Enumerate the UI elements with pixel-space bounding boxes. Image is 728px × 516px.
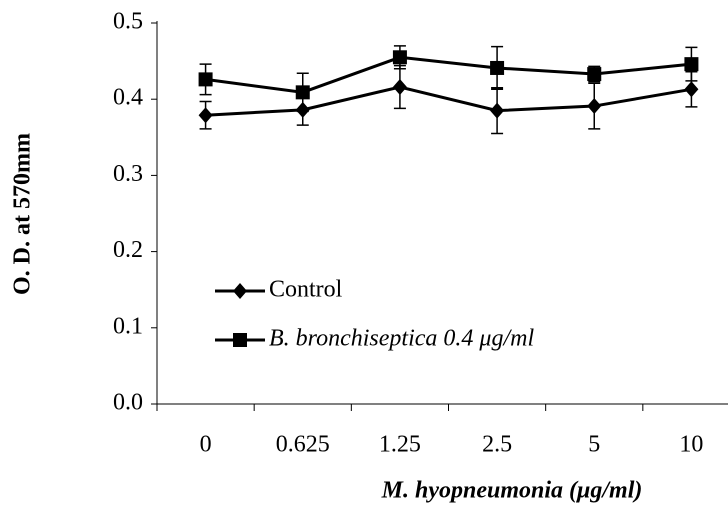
marker (684, 81, 699, 98)
series-line (205, 55, 692, 94)
y-tick-label: 0.1 (113, 313, 143, 339)
y-tick-label: 0.5 (113, 9, 143, 35)
x-axis-label: M. hyopneumonia (μg/ml) (381, 478, 643, 504)
marker (587, 67, 602, 82)
marker (233, 283, 247, 299)
marker (392, 50, 407, 65)
x-tick-label: 2.5 (482, 432, 512, 458)
marker (392, 79, 407, 96)
y-tick-label: 0.2 (113, 237, 143, 263)
marker (233, 333, 247, 347)
y-tick-label: 0.3 (113, 161, 143, 187)
marker (198, 72, 213, 87)
x-tick-label: 10 (679, 432, 703, 458)
marker (587, 98, 602, 115)
y-axis-label: O. D. at 570mm (10, 133, 36, 295)
y-tick-label: 0.4 (113, 85, 143, 111)
marker (684, 57, 699, 72)
x-tick-label: 1.25 (379, 432, 421, 458)
marker (490, 102, 505, 119)
marker (198, 107, 213, 124)
y-tick-label: 0.0 (113, 390, 143, 416)
x-tick-label: 5 (588, 432, 600, 458)
x-tick-label: 0 (200, 432, 212, 458)
x-tick-label: 0.625 (276, 432, 330, 458)
legend-label: B. bronchiseptica 0.4 μg/ml (269, 326, 534, 352)
marker (295, 85, 310, 100)
series-line (205, 85, 692, 117)
legend-label: Control (269, 277, 343, 303)
marker (490, 60, 505, 75)
